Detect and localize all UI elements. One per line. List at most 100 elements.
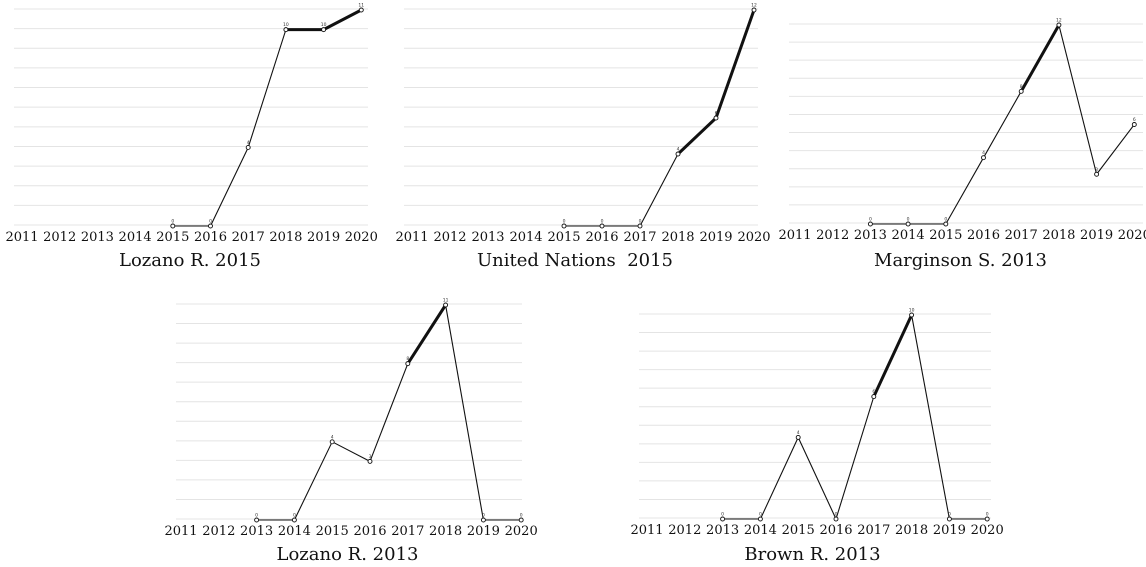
data-label: 4	[797, 430, 800, 436]
data-point	[981, 155, 986, 161]
data-label: 6	[1133, 117, 1136, 123]
x-tick-label: 2014	[744, 523, 777, 538]
data-label: 4	[331, 434, 334, 440]
data-label: 8	[1020, 84, 1023, 90]
data-point	[713, 115, 719, 121]
series-segment	[1058, 24, 1098, 175]
x-tick-label: 2020	[737, 230, 770, 245]
x-tick-label: 2015	[547, 230, 580, 245]
chart-panel-lozano-2013: 2011 2012 2013 2014 2015 2016 2017 2018 2019 2020…	[160, 295, 537, 567]
data-label: 11	[443, 298, 449, 304]
series-segment	[639, 153, 679, 227]
x-tick-label: 2017	[232, 230, 265, 245]
series-segment	[209, 146, 249, 227]
series-segment	[293, 441, 333, 521]
line-chart: 2011 2012 2013 2014 2015 2016 2017 2018 2019 2020…	[395, 3, 770, 246]
data-label: 10	[321, 22, 327, 28]
data-point	[751, 7, 757, 13]
line-chart: 2011 2012 2013 2014 2015 2016 2017 2018 2019 2020…	[164, 298, 537, 540]
x-tick-label: 2015	[782, 523, 815, 538]
data-label: 0	[563, 219, 566, 225]
data-point	[795, 434, 801, 440]
series-segment	[982, 90, 1022, 159]
data-label: 0	[835, 512, 838, 518]
x-tick-label: 2020	[1118, 228, 1146, 243]
chart-title: Brown R. 2013	[744, 544, 881, 565]
x-tick-label: 2020	[345, 230, 378, 245]
data-point	[946, 516, 952, 522]
x-tick-label: 2018	[661, 230, 694, 245]
series-segment-highlight	[1019, 23, 1061, 93]
data-point	[984, 516, 990, 522]
x-tick-label: 2014	[892, 228, 925, 243]
chart-title: Lozano R. 2013	[276, 544, 419, 565]
series-segment	[797, 436, 837, 520]
x-tick-label: 2019	[1080, 228, 1113, 243]
data-point	[757, 516, 763, 522]
x-tick-label: 2020	[971, 523, 1004, 538]
x-tick-label: 2013	[81, 230, 114, 245]
series-segment-highlight	[872, 313, 914, 399]
x-tick-label: 2012	[433, 230, 466, 245]
series-segment-highlight	[406, 303, 448, 366]
data-label: 8	[406, 356, 409, 362]
data-point	[283, 27, 289, 33]
data-point	[561, 223, 567, 229]
data-label: 0	[171, 219, 174, 225]
data-point	[905, 221, 911, 227]
series-segment	[759, 436, 799, 520]
x-tick-label: 2013	[854, 228, 887, 243]
chart-title: United Nations 2015	[476, 250, 674, 271]
x-tick-label: 2019	[307, 230, 340, 245]
x-tick-label: 2016	[967, 228, 1000, 243]
series-segment	[945, 157, 985, 225]
data-label: 3	[1095, 167, 1098, 173]
data-label: 4	[982, 150, 985, 156]
data-label: 0	[721, 512, 724, 518]
data-label: 4	[677, 147, 680, 153]
data-label: 0	[293, 513, 296, 519]
data-point	[909, 312, 915, 318]
data-label: 10	[909, 308, 915, 314]
x-tick-label: 2012	[202, 524, 235, 539]
data-point	[367, 458, 373, 464]
line-chart: 2011 2012 2013 2014 2015 2016 2017 2018 2019 2020…	[5, 3, 378, 246]
chart-panel-united-nations-2015: 2011 2012 2013 2014 2015 2016 2017 2018 2019 2020…	[390, 0, 770, 280]
series-segment-highlight	[322, 8, 363, 32]
x-tick-label: 2019	[467, 524, 500, 539]
data-label: 0	[601, 219, 604, 225]
data-point	[518, 517, 524, 523]
x-tick-label: 2017	[857, 523, 890, 538]
data-label: 0	[255, 513, 258, 519]
x-tick-label: 2018	[1042, 228, 1075, 243]
data-label: 11	[358, 3, 364, 9]
x-tick-label: 2017	[391, 524, 424, 539]
x-tick-label: 2012	[668, 523, 701, 538]
data-label: 0	[948, 512, 951, 518]
x-tick-label: 2011	[630, 523, 663, 538]
series-segment	[247, 29, 287, 149]
series-segment	[445, 304, 484, 521]
data-point	[321, 27, 327, 33]
series-segment	[369, 363, 409, 462]
data-label: 4	[247, 140, 250, 146]
x-tick-label: 2011	[395, 230, 428, 245]
x-tick-label: 2012	[816, 228, 849, 243]
data-label: 0	[209, 219, 212, 225]
x-tick-label: 2013	[706, 523, 739, 538]
x-tick-label: 2013	[471, 230, 504, 245]
x-tick-label: 2016	[194, 230, 227, 245]
data-point	[329, 439, 335, 445]
data-point	[1018, 88, 1024, 94]
series-segment-highlight	[714, 8, 756, 120]
data-point	[720, 516, 726, 522]
data-point	[291, 517, 297, 523]
x-tick-label: 2017	[1005, 228, 1038, 243]
data-point	[443, 302, 449, 308]
data-label: 12	[1056, 18, 1062, 24]
data-point	[1094, 171, 1100, 177]
chart-panel-marginson-2013: 2011 2012 2013 2014 2015 2016 2017 2018 2019 202 0…	[775, 0, 1146, 280]
data-point	[943, 221, 949, 227]
data-label: 0	[759, 512, 762, 518]
x-tick-label: 2011	[778, 228, 811, 243]
